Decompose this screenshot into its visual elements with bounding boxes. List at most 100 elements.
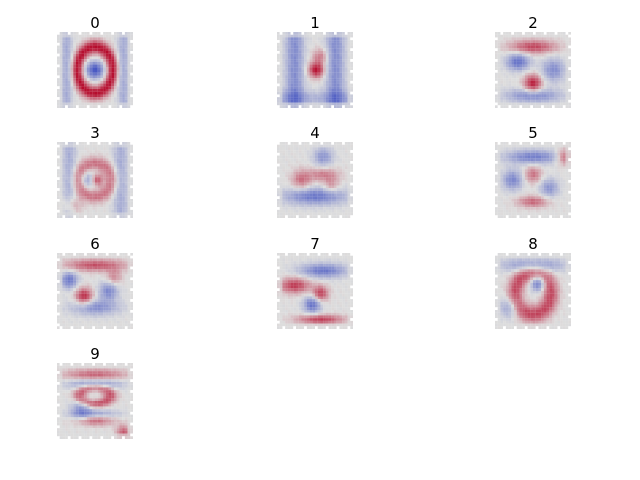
heatmap-cell — [554, 180, 558, 183]
heatmap-cell — [59, 201, 63, 205]
heatmap-cell — [342, 32, 345, 35]
heatmap-cell — [285, 89, 288, 92]
heatmap-cell — [114, 97, 117, 100]
heatmap-cell — [541, 72, 544, 76]
heatmap-cell — [89, 204, 93, 208]
heatmap-cell — [290, 102, 294, 106]
heatmap-cell — [76, 155, 79, 159]
heatmap-cell — [100, 80, 104, 84]
heatmap-cell — [514, 193, 517, 197]
heatmap-cell — [546, 204, 550, 208]
heatmap-cell — [562, 193, 566, 197]
heatmap-cell — [328, 99, 332, 103]
heatmap-cell — [76, 40, 79, 43]
heatmap-cell — [312, 142, 316, 145]
heatmap-cell — [309, 37, 313, 41]
heatmap-cell — [100, 169, 104, 172]
heatmap-cell — [105, 163, 109, 167]
heatmap-cell — [538, 99, 542, 103]
heatmap-cell — [62, 274, 66, 278]
heatmap-cell — [81, 32, 85, 35]
heatmap-cell — [92, 83, 96, 87]
heatmap-cell — [62, 215, 66, 218]
heatmap-cell — [497, 32, 501, 35]
heatmap-cell — [285, 144, 288, 148]
heatmap-cell — [298, 75, 302, 79]
heatmap-cell — [560, 144, 563, 148]
heatmap-cell — [315, 102, 318, 106]
heatmap-cell — [130, 102, 133, 106]
heatmap-cell — [100, 40, 104, 43]
heatmap-cell — [127, 75, 131, 79]
heatmap-cell — [309, 40, 313, 43]
heatmap-cell — [541, 99, 544, 103]
heatmap-cell — [562, 51, 566, 54]
heatmap-cell — [331, 190, 335, 194]
heatmap-cell — [554, 193, 558, 197]
heatmap-cell — [524, 75, 528, 79]
heatmap-cell — [568, 147, 571, 151]
heatmap-cell — [552, 158, 555, 162]
heatmap-cell — [350, 185, 353, 189]
heatmap-cell — [344, 91, 348, 95]
heatmap-cell — [59, 83, 63, 87]
heatmap-cell — [339, 177, 343, 181]
heatmap-cell — [334, 59, 337, 62]
heatmap-cell — [108, 274, 112, 278]
heatmap-cell — [67, 99, 71, 103]
heatmap-cell — [315, 161, 318, 164]
heatmap-cell — [89, 188, 93, 191]
heatmap-cell — [312, 196, 316, 200]
heatmap-cell — [73, 94, 77, 98]
heatmap-cell — [116, 144, 120, 148]
heatmap-cell — [315, 182, 318, 186]
heatmap-cell — [277, 32, 280, 35]
heatmap-cell — [127, 161, 131, 164]
heatmap-cell — [312, 182, 316, 186]
heatmap-cell — [70, 215, 74, 218]
heatmap-cell — [549, 45, 553, 49]
heatmap-cell — [342, 161, 345, 164]
heatmap-cell — [70, 32, 74, 35]
heatmap-cell — [103, 272, 106, 275]
heatmap-cell — [541, 190, 544, 194]
heatmap-cell — [84, 97, 87, 100]
heatmap-cell — [86, 188, 90, 191]
heatmap-cell — [552, 61, 555, 65]
heatmap-cell — [508, 105, 512, 108]
heatmap-cell — [530, 177, 534, 181]
heatmap-cell — [500, 144, 504, 148]
heatmap-cell — [298, 185, 302, 189]
heatmap-cell — [342, 91, 345, 95]
heatmap-cell — [522, 177, 525, 181]
heatmap-cell — [497, 97, 501, 100]
heatmap-cell — [103, 166, 106, 170]
heatmap-cell — [511, 212, 515, 216]
heatmap-cell — [89, 255, 93, 259]
heatmap-cell — [522, 166, 525, 170]
heatmap-cell — [296, 188, 299, 191]
heatmap-cell — [108, 269, 112, 273]
heatmap-cell — [70, 94, 74, 98]
heatmap-cell — [505, 105, 509, 108]
heatmap-cell — [530, 86, 534, 90]
heatmap-cell — [560, 169, 563, 172]
heatmap-cell — [562, 180, 566, 183]
heatmap-cell — [522, 155, 525, 159]
heatmap-cell — [505, 163, 509, 167]
heatmap-cell — [108, 193, 112, 197]
heatmap-cell — [568, 59, 571, 62]
heatmap-cell — [81, 204, 85, 208]
heatmap-cell — [296, 155, 299, 159]
heatmap-cell — [282, 215, 286, 218]
heatmap-cell — [328, 177, 332, 181]
heatmap-cell — [334, 199, 337, 202]
heatmap-cell — [522, 171, 525, 175]
heatmap-cell — [76, 144, 79, 148]
heatmap-cell — [65, 102, 68, 106]
heatmap-cell — [562, 161, 566, 164]
heatmap-cell — [503, 196, 506, 200]
heatmap-cell — [279, 86, 283, 90]
heatmap-cell — [320, 204, 324, 208]
heatmap-cell — [76, 207, 79, 210]
